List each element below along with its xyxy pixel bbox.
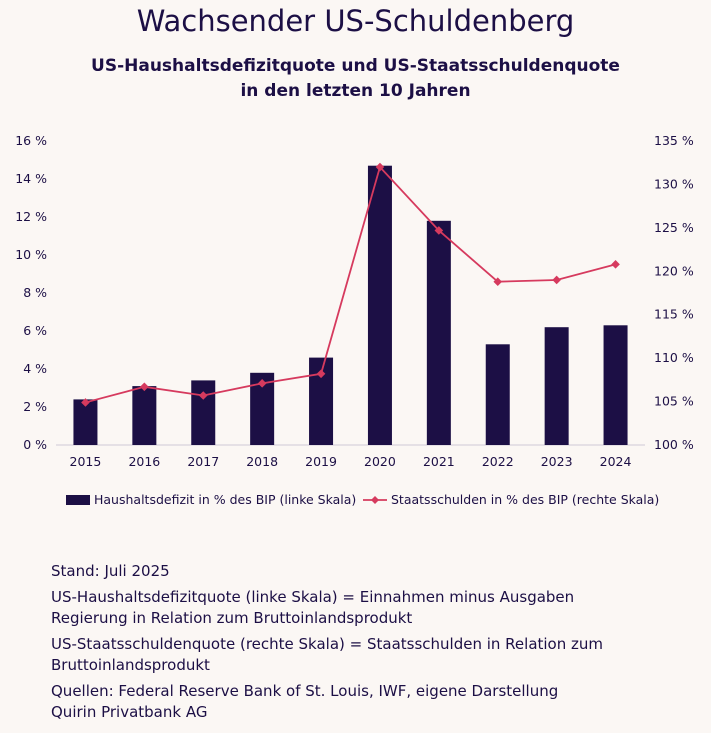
left-tick-label: 12 % <box>15 209 47 224</box>
right-tick-label: 135 % <box>654 133 694 148</box>
x-tick-label: 2024 <box>600 454 632 469</box>
right-tick-label: 125 % <box>654 220 694 235</box>
note-definition-debt-line-2: Bruttoinlandsprodukt <box>51 656 210 674</box>
note-sources-line-2: Quirin Privatbank AG <box>51 703 208 721</box>
legend: Haushaltsdefizit in % des BIP (linke Ska… <box>66 492 659 507</box>
line-series <box>81 162 620 407</box>
left-tick-label: 10 % <box>15 247 47 262</box>
right-axis: 100 % 105 % 110 % 115 % 120 % 125 % 130 % 135 % <box>654 133 694 452</box>
legend-bar-label: Haushaltsdefizit in % des BIP (linke Ska… <box>94 492 356 507</box>
x-tick-label: 2023 <box>541 454 573 469</box>
left-tick-label: 16 % <box>15 133 47 148</box>
right-tick-label: 120 % <box>654 263 694 278</box>
note-sources-line-1: Quellen: Federal Reserve Bank of St. Lou… <box>51 682 559 700</box>
left-axis: 0 % 2 % 4 % 6 % 8 % 10 % 12 % 14 % 16 % <box>15 133 47 452</box>
left-tick-label: 8 % <box>23 285 47 300</box>
note-definition-deficit: US-Haushaltsdefizitquote (linke Skala) =… <box>51 587 691 629</box>
left-tick-label: 0 % <box>23 437 47 452</box>
line-point <box>375 162 385 172</box>
left-tick-label: 14 % <box>15 171 47 186</box>
chart-title: Wachsender US-Schuldenberg <box>136 4 575 38</box>
bar <box>544 327 569 445</box>
bar <box>426 220 451 445</box>
note-stand: Stand: Juli 2025 <box>51 562 170 580</box>
x-tick-label: 2020 <box>364 454 396 469</box>
x-tick-label: 2021 <box>423 454 455 469</box>
line-point <box>316 369 326 379</box>
legend-line-marker <box>371 496 379 504</box>
x-tick-label: 2019 <box>305 454 337 469</box>
line-point <box>81 398 90 407</box>
bar-series <box>73 165 628 445</box>
right-tick-label: 100 % <box>654 437 694 452</box>
legend-line-label: Staatsschulden in % des BIP (rechte Skal… <box>391 492 659 507</box>
x-tick-label: 2022 <box>482 454 514 469</box>
bar <box>485 344 510 445</box>
bar <box>367 165 392 445</box>
right-tick-label: 110 % <box>654 350 694 365</box>
chart-area: 0 % 2 % 4 % 6 % 8 % 10 % 12 % 14 % 16 % 100 % 105… <box>15 133 694 507</box>
bar <box>603 325 628 445</box>
right-tick-label: 105 % <box>654 394 694 409</box>
x-tick-label: 2018 <box>246 454 278 469</box>
line-point <box>434 226 444 235</box>
x-axis: 2015 2016 2017 2018 2019 2020 2021 2022 2023 2024 <box>70 454 632 469</box>
bar <box>73 399 98 445</box>
note-definition-deficit-line-2: Regierung in Relation zum Bruttoinlandsp… <box>51 609 413 627</box>
legend-bar-swatch <box>66 495 90 505</box>
x-tick-label: 2017 <box>187 454 219 469</box>
subtitle-line-2: in den letzten 10 Jahren <box>240 81 471 101</box>
subtitle-line-1: US-Haushaltsdefizitquote und US-Staatssc… <box>91 56 620 76</box>
note-definition-debt-line-1: US-Staatsschuldenquote (rechte Skala) = … <box>51 635 604 653</box>
left-tick-label: 2 % <box>23 399 47 414</box>
bar <box>132 386 157 445</box>
left-tick-label: 6 % <box>23 323 47 338</box>
note-definition-debt: US-Staatsschuldenquote (rechte Skala) = … <box>51 634 691 676</box>
x-tick-label: 2015 <box>70 454 102 469</box>
line-point <box>611 260 620 269</box>
line-point <box>493 277 503 287</box>
right-tick-label: 115 % <box>654 307 694 322</box>
debt-line <box>85 165 616 404</box>
note-sources: Quellen: Federal Reserve Bank of St. Lou… <box>51 681 691 723</box>
chart-subtitle: US-Haushaltsdefizitquote und US-Staatssc… <box>0 54 711 104</box>
footnotes: Stand: Juli 2025 US-Haushaltsdefizitquot… <box>51 561 691 728</box>
left-tick-label: 4 % <box>23 361 47 376</box>
note-definition-deficit-line-1: US-Haushaltsdefizitquote (linke Skala) =… <box>51 588 575 606</box>
bar <box>191 380 216 445</box>
line-point <box>552 275 561 285</box>
line-point <box>140 382 149 392</box>
right-tick-label: 130 % <box>654 176 694 191</box>
line-point <box>198 391 208 400</box>
line-point <box>257 379 267 388</box>
x-tick-label: 2016 <box>128 454 160 469</box>
